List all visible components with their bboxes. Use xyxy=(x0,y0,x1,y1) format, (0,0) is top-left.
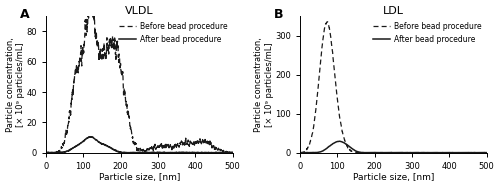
Legend: Before bead procedure, After bead procedure: Before bead procedure, After bead proced… xyxy=(372,20,482,45)
Text: B: B xyxy=(274,8,283,21)
X-axis label: Particle size, [nm]: Particle size, [nm] xyxy=(98,174,180,182)
X-axis label: Particle size, [nm]: Particle size, [nm] xyxy=(352,174,434,182)
Title: VLDL: VLDL xyxy=(125,6,154,16)
Y-axis label: Particle concentration,
[× 10⁹ particles/mL]: Particle concentration, [× 10⁹ particles… xyxy=(6,37,25,132)
Title: LDL: LDL xyxy=(383,6,404,16)
Y-axis label: Particle concentration,
[× 10⁹ particles/mL]: Particle concentration, [× 10⁹ particles… xyxy=(254,37,274,132)
Legend: Before bead procedure, After bead procedure: Before bead procedure, After bead proced… xyxy=(118,20,228,45)
Text: A: A xyxy=(20,8,30,21)
